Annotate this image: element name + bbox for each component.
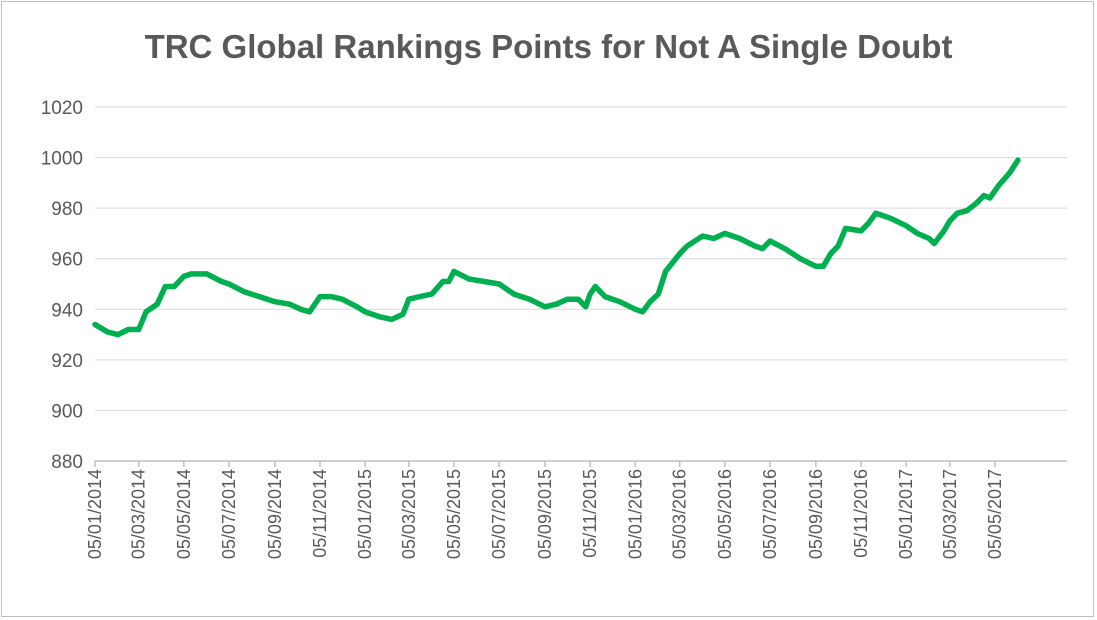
- x-tick-label: 05/07/2016: [760, 469, 780, 559]
- x-tick-label: 05/09/2014: [265, 469, 285, 559]
- x-tick-label: 05/09/2015: [535, 469, 555, 559]
- y-tick-label: 940: [51, 300, 83, 321]
- x-tick-label: 05/11/2014: [310, 469, 330, 558]
- y-tick-label: 900: [51, 401, 83, 422]
- y-tick-label: 920: [51, 351, 83, 372]
- x-tick-label: 05/01/2017: [896, 469, 916, 559]
- series-line: [92, 157, 1021, 338]
- y-tick-label: 880: [51, 452, 83, 473]
- y-tick-label: 980: [51, 199, 83, 220]
- x-tick-label: 05/07/2015: [489, 469, 509, 559]
- x-tick-label: 05/09/2016: [806, 469, 826, 559]
- x-tick-label: 05/03/2016: [670, 469, 690, 559]
- x-tick-label: 05/05/2015: [444, 469, 464, 559]
- x-tick-label: 05/05/2014: [174, 469, 194, 559]
- x-tick-label: 05/05/2016: [715, 469, 735, 559]
- x-tick-label: 05/03/2015: [399, 469, 419, 559]
- x-tick-label: 05/03/2017: [940, 469, 960, 559]
- x-tick-label: 05/01/2014: [85, 469, 105, 559]
- x-tick-label: 05/07/2014: [219, 469, 239, 559]
- x-tick-label: 05/03/2014: [129, 469, 149, 559]
- y-tick-label: 960: [51, 250, 83, 271]
- x-tick-label: 05/05/2017: [985, 469, 1005, 559]
- x-tick-label: 05/11/2016: [851, 469, 871, 558]
- y-tick-label: 1020: [41, 98, 83, 119]
- y-tick-label: 1000: [41, 149, 83, 170]
- x-tick-label: 05/01/2015: [355, 469, 375, 559]
- x-tick-label: 05/11/2015: [580, 469, 600, 558]
- x-tick-label: 05/01/2016: [625, 469, 645, 559]
- chart-title: TRC Global Rankings Points for Not A Sin…: [144, 28, 953, 65]
